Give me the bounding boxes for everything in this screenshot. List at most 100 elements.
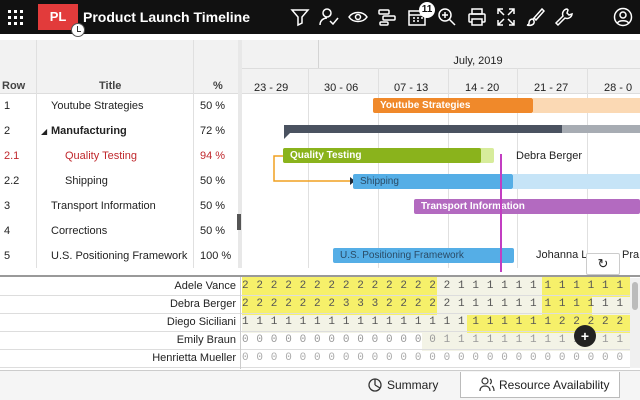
eye-icon[interactable] bbox=[348, 7, 368, 27]
task-title[interactable]: Youtube Strategies bbox=[51, 100, 144, 112]
row-divider bbox=[0, 367, 640, 368]
task-row[interactable]: 3 Transport Information 50 % bbox=[0, 194, 238, 219]
assignee-label: Pra bbox=[622, 249, 640, 261]
header-rule bbox=[242, 68, 640, 69]
assign-user-icon[interactable] bbox=[319, 7, 339, 27]
task-row[interactable]: 2 ◢ Manufacturing 72 % bbox=[0, 119, 238, 144]
gantt-bar-usframework[interactable]: U.S. Positioning Framework bbox=[333, 248, 514, 263]
task-title[interactable]: Shipping bbox=[65, 175, 108, 187]
week-label: 23 - 29 bbox=[254, 82, 289, 94]
task-row[interactable]: 5 U.S. Positioning Framework 100 % bbox=[0, 244, 238, 269]
week-divider bbox=[308, 68, 309, 268]
refresh-icon[interactable]: ↻ bbox=[586, 253, 620, 275]
month-label: July, 2019 bbox=[453, 55, 503, 67]
task-percent: 72 % bbox=[200, 125, 226, 137]
column-divider bbox=[36, 40, 37, 268]
task-row[interactable]: 4 Corrections 50 % bbox=[0, 219, 238, 244]
resource-availability-cells: 2 2 2 2 2 2 2 2 2 2 2 2 2 2 2 1 1 1 1 1 … bbox=[242, 280, 630, 292]
task-row[interactable]: 2.1 Quality Testing 94 % bbox=[0, 144, 238, 169]
week-divider bbox=[448, 68, 449, 268]
resource-name: Adele Vance bbox=[174, 280, 236, 292]
task-row[interactable]: 1 Youtube Strategies 50 % bbox=[0, 94, 238, 119]
notification-badge: 11 bbox=[419, 2, 435, 18]
grid-header bbox=[0, 40, 640, 94]
row-number: 2.2 bbox=[4, 175, 20, 187]
week-label: 28 - 0 bbox=[604, 82, 633, 94]
pane-splitter[interactable] bbox=[238, 40, 242, 268]
task-title[interactable]: Quality Testing bbox=[65, 150, 137, 162]
assignee-label: Johanna L bbox=[536, 249, 588, 261]
row-divider bbox=[0, 313, 640, 314]
column-divider bbox=[193, 40, 194, 268]
task-percent: 50 % bbox=[200, 175, 226, 187]
resource-name: Emily Braun bbox=[176, 334, 236, 346]
resource-panel bbox=[0, 275, 640, 369]
task-title[interactable]: U.S. Positioning Framework bbox=[51, 250, 188, 262]
week-divider bbox=[587, 68, 588, 268]
paint-brush-icon[interactable] bbox=[525, 7, 545, 27]
resource-availability-cells: 0 0 0 0 0 0 0 0 0 0 0 0 0 0 0 0 0 0 0 0 … bbox=[242, 352, 630, 364]
row-divider bbox=[0, 331, 640, 332]
task-percent: 50 % bbox=[200, 225, 226, 237]
resource-availability-cells: 2 2 2 2 2 2 2 3 3 3 2 2 2 2 2 1 1 1 1 1 … bbox=[242, 298, 630, 310]
gantt-summary-progress bbox=[284, 125, 562, 133]
assignee-label: Debra Berger bbox=[516, 150, 583, 162]
task-title[interactable]: Manufacturing bbox=[51, 125, 127, 137]
resource-name: Diego Siciliani bbox=[166, 316, 236, 328]
week-label: 21 - 27 bbox=[534, 82, 569, 94]
tab-resource-label: Resource Availability bbox=[499, 378, 610, 392]
task-title[interactable]: Transport Information bbox=[51, 200, 156, 212]
fullscreen-icon[interactable] bbox=[496, 7, 516, 27]
splitter-handle[interactable] bbox=[237, 214, 241, 230]
task-row[interactable]: 2.2 Shipping 50 % bbox=[0, 169, 238, 194]
row-divider bbox=[0, 295, 640, 296]
gantt-bar-remaining[interactable] bbox=[513, 174, 640, 189]
gantt-bar-shipping[interactable]: Shipping bbox=[353, 174, 513, 189]
user-account-icon[interactable] bbox=[613, 7, 633, 27]
resource-scrollbar[interactable] bbox=[630, 278, 640, 368]
sync-status-icon bbox=[71, 23, 85, 37]
row-number: 2 bbox=[4, 125, 11, 137]
pie-chart-icon bbox=[368, 378, 382, 392]
calendar-icon[interactable] bbox=[407, 7, 427, 27]
apps-grid-icon[interactable] bbox=[6, 8, 26, 26]
task-percent: 100 % bbox=[200, 250, 232, 262]
timeline-icon[interactable] bbox=[377, 7, 397, 27]
week-divider bbox=[517, 68, 518, 268]
users-icon bbox=[479, 377, 495, 392]
tab-summary[interactable]: Summary bbox=[362, 372, 458, 398]
resource-scrollbar-thumb[interactable] bbox=[632, 282, 638, 310]
print-icon[interactable] bbox=[467, 7, 487, 27]
dependency-connector bbox=[273, 155, 355, 185]
add-resource-button[interactable]: + bbox=[574, 325, 596, 347]
resource-name: Debra Berger bbox=[169, 298, 236, 310]
app-title: Product Launch Timeline bbox=[83, 9, 250, 25]
header-row[interactable]: Row bbox=[2, 80, 26, 92]
gantt-bar-remaining[interactable] bbox=[533, 98, 640, 113]
task-title[interactable]: Corrections bbox=[51, 225, 108, 237]
resource-availability-cells: 0 0 0 0 0 0 0 0 0 0 0 0 0 0 1 1 1 1 1 1 … bbox=[242, 334, 630, 346]
header-title[interactable]: Title bbox=[99, 80, 122, 92]
week-label: 30 - 06 bbox=[324, 82, 359, 94]
gantt-bar-youtube[interactable]: Youtube Strategies bbox=[373, 98, 533, 113]
task-percent: 50 % bbox=[200, 200, 226, 212]
resource-name: Henrietta Mueller bbox=[152, 352, 236, 364]
row-divider bbox=[0, 349, 640, 350]
wrench-icon[interactable] bbox=[554, 7, 574, 27]
row-number: 4 bbox=[4, 225, 11, 237]
collapse-icon[interactable]: ◢ bbox=[41, 127, 48, 136]
tab-resource-availability[interactable]: Resource Availability bbox=[460, 372, 620, 398]
filter-icon[interactable] bbox=[290, 7, 310, 27]
today-marker bbox=[500, 154, 502, 272]
header-percent[interactable]: % bbox=[213, 80, 223, 92]
tab-summary-label: Summary bbox=[387, 378, 439, 392]
week-label: 14 - 20 bbox=[465, 82, 500, 94]
task-percent: 50 % bbox=[200, 100, 226, 112]
row-number: 1 bbox=[4, 100, 11, 112]
gantt-bar-quality[interactable]: Quality Testing bbox=[283, 148, 481, 163]
week-label: 07 - 13 bbox=[394, 82, 429, 94]
summary-end-cap bbox=[284, 133, 290, 139]
zoom-in-icon[interactable] bbox=[437, 7, 457, 27]
resource-availability-cells: 1 1 1 1 1 1 1 1 1 1 1 1 1 1 1 1 1 1 1 1 … bbox=[242, 316, 630, 328]
gantt-bar-transport[interactable]: Transport Information bbox=[414, 199, 640, 214]
